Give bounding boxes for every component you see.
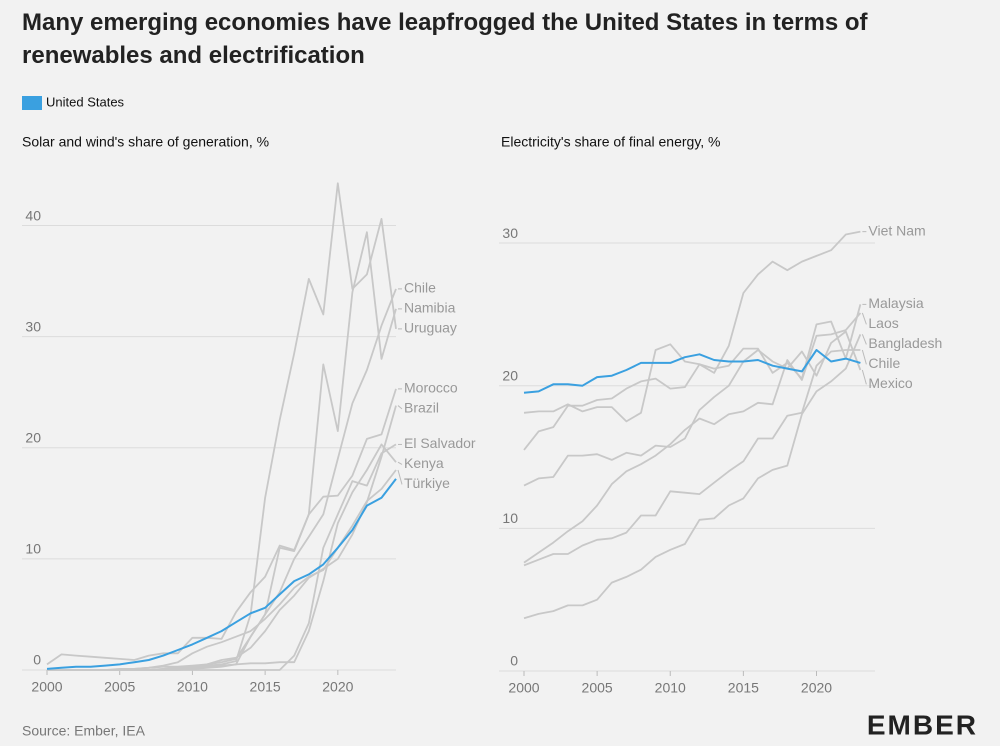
y-tick-label: 10 bbox=[25, 541, 41, 557]
source: Source: Ember, IEA bbox=[22, 723, 146, 739]
logo: EMBER bbox=[867, 709, 978, 740]
end-label: Uruguay bbox=[404, 320, 457, 336]
end-label: Kenya bbox=[404, 455, 444, 471]
label-leader bbox=[397, 405, 403, 410]
x-tick-label: 2010 bbox=[177, 679, 208, 695]
x-tick-label: 2000 bbox=[508, 680, 539, 696]
end-label: Bangladesh bbox=[868, 335, 942, 351]
panel-title: Electricity's share of final energy, % bbox=[501, 134, 721, 150]
label-leader bbox=[397, 461, 403, 465]
series-line bbox=[523, 349, 861, 394]
x-tick-label: 2015 bbox=[728, 680, 759, 696]
y-tick-label: 40 bbox=[25, 207, 41, 223]
legend-swatch bbox=[22, 96, 42, 110]
panel-title: Solar and wind's share of generation, % bbox=[22, 134, 269, 150]
chart-title: Many emerging economies have leapfrogged… bbox=[22, 9, 869, 69]
end-label: Türkiye bbox=[404, 475, 450, 491]
end-label: El Salvador bbox=[404, 435, 476, 451]
end-label: Chile bbox=[404, 280, 436, 296]
end-label: Mexico bbox=[868, 375, 913, 391]
y-tick-label: 30 bbox=[25, 318, 41, 334]
legend-label: United States bbox=[46, 94, 125, 109]
y-tick-label: 20 bbox=[502, 367, 518, 383]
end-label: Malaysia bbox=[868, 295, 923, 311]
x-tick-label: 2015 bbox=[250, 679, 281, 695]
y-tick-label: 10 bbox=[502, 510, 518, 526]
end-label: Laos bbox=[868, 315, 898, 331]
label-leader bbox=[861, 334, 867, 345]
series-line bbox=[47, 288, 397, 671]
label-leader bbox=[861, 369, 867, 385]
y-tick-label: 0 bbox=[510, 653, 518, 669]
x-tick-label: 2005 bbox=[582, 680, 613, 696]
series-line bbox=[523, 349, 861, 567]
x-tick-label: 2010 bbox=[655, 680, 686, 696]
end-label: Namibia bbox=[404, 300, 456, 316]
label-leader bbox=[861, 349, 867, 365]
y-tick-label: 30 bbox=[502, 225, 518, 241]
series-line bbox=[46, 478, 397, 670]
series-line bbox=[523, 334, 862, 620]
label-leader bbox=[397, 469, 403, 485]
end-label: Viet Nam bbox=[868, 222, 925, 238]
label-leader bbox=[861, 312, 867, 325]
x-tick-label: 2005 bbox=[104, 679, 135, 695]
x-tick-label: 2000 bbox=[31, 679, 62, 695]
end-label: Brazil bbox=[404, 400, 439, 416]
series-line bbox=[523, 230, 861, 423]
y-tick-label: 0 bbox=[33, 652, 41, 668]
y-tick-label: 20 bbox=[25, 429, 41, 445]
x-tick-label: 2020 bbox=[322, 679, 353, 695]
series-line bbox=[46, 388, 397, 666]
end-label: Morocco bbox=[404, 380, 458, 396]
x-tick-label: 2020 bbox=[801, 680, 832, 696]
end-label: Chile bbox=[868, 355, 900, 371]
